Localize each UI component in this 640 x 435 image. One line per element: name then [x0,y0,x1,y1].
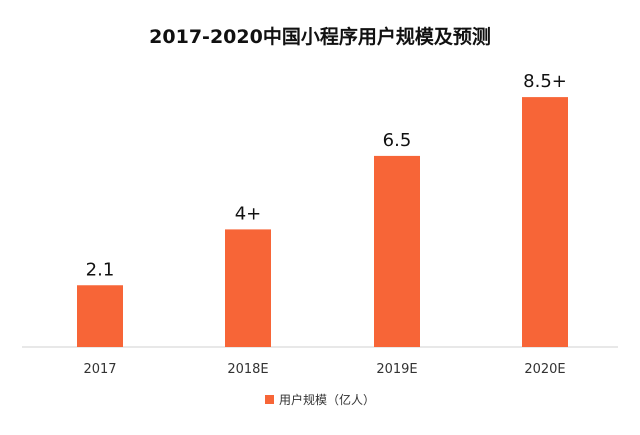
bar-2019E [374,155,420,347]
legend: 用户规模（亿人） [265,392,375,407]
data-label-2019E: 6.5 [383,130,412,151]
bar-2017 [77,285,123,347]
bar-2018E [225,229,271,347]
legend-label: 用户规模（亿人） [279,392,375,407]
chart-title: 2017-2020中国小程序用户规模及预测 [149,26,491,48]
x-tick-label-2019E: 2019E [376,362,417,377]
bar-2020E [522,97,568,347]
x-tick-label-2020E: 2020E [524,362,565,377]
data-label-2020E: 8.5+ [523,71,567,92]
x-tick-label-2018E: 2018E [227,362,268,377]
legend-swatch [265,395,274,404]
data-label-2018E: 4+ [235,203,262,224]
x-tick-label-2017: 2017 [83,362,116,377]
data-label-2017: 2.1 [86,259,115,280]
